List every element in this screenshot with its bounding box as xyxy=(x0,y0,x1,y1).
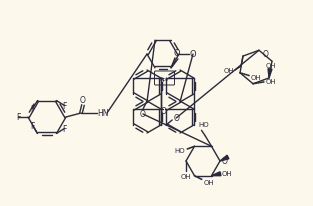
Text: OH: OH xyxy=(221,170,232,176)
Text: O: O xyxy=(263,50,269,59)
Text: Apt: Apt xyxy=(160,77,169,82)
Polygon shape xyxy=(212,172,221,176)
Text: OH: OH xyxy=(224,68,234,74)
Text: OH: OH xyxy=(251,74,261,80)
Text: O: O xyxy=(190,50,196,59)
Text: OH: OH xyxy=(266,63,276,69)
Text: F: F xyxy=(30,104,35,114)
Text: OH: OH xyxy=(266,78,276,84)
Polygon shape xyxy=(268,69,272,78)
Text: OH: OH xyxy=(181,173,191,179)
Text: HO: HO xyxy=(198,122,209,128)
Text: F: F xyxy=(62,124,67,133)
Polygon shape xyxy=(220,156,229,161)
Text: F: F xyxy=(62,102,67,110)
FancyBboxPatch shape xyxy=(155,72,175,85)
Text: O: O xyxy=(222,157,228,166)
Text: O: O xyxy=(173,114,179,123)
Text: O: O xyxy=(174,49,180,58)
Text: F: F xyxy=(30,121,35,130)
Text: O: O xyxy=(140,110,146,119)
Text: F: F xyxy=(16,113,20,122)
Text: HO: HO xyxy=(174,147,185,153)
Text: HN: HN xyxy=(97,109,109,118)
Text: O: O xyxy=(80,96,86,105)
Text: O: O xyxy=(161,107,167,116)
Text: OH: OH xyxy=(203,179,214,185)
